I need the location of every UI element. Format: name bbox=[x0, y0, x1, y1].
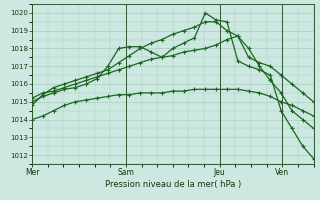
X-axis label: Pression niveau de la mer( hPa ): Pression niveau de la mer( hPa ) bbox=[105, 180, 241, 189]
